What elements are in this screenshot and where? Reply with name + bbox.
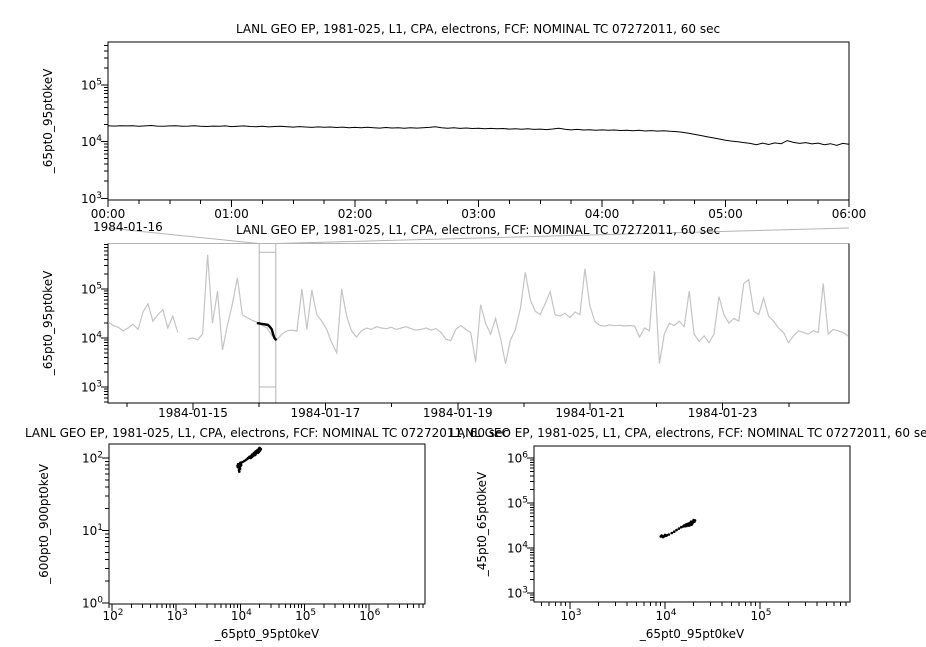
scatter-left-title: LANL GEO EP, 1981-025, L1, CPA, electron…	[25, 426, 509, 440]
zoom-connector-left	[107, 227, 260, 244]
svg-text:1984-01-23: 1984-01-23	[688, 406, 758, 420]
svg-text:103: 103	[507, 586, 528, 601]
svg-text:06:00: 06:00	[832, 207, 867, 221]
svg-text:1984-01-21: 1984-01-21	[555, 406, 625, 420]
top-panel-y-axis-label: _65pt0_95pt0keV	[41, 68, 55, 174]
svg-text:03:00: 03:00	[461, 207, 496, 221]
svg-text:104: 104	[81, 134, 102, 149]
svg-text:106: 106	[507, 451, 528, 466]
scatter-right-title: LANL GEO EP, 1981-025, L1, CPA, electron…	[450, 426, 926, 440]
top-panel-date-label: 1984-01-16	[93, 220, 163, 234]
generated-plot-graphics: 103 104 105 00:00 01:00 02:00 03:00 04:00 05:00 0…	[81, 41, 867, 623]
svg-text:102: 102	[82, 451, 103, 466]
scatter-left-x-axis-label: _65pt0_95pt0keV	[214, 627, 320, 641]
top-panel-title: LANL GEO EP, 1981-025, L1, CPA, electron…	[236, 22, 720, 36]
svg-text:103: 103	[81, 191, 102, 206]
svg-text:101: 101	[82, 523, 103, 538]
context-series-line	[108, 254, 849, 364]
scatter-right-x-axis-label: _65pt0_95pt0keV	[639, 627, 745, 641]
scatter-left-axes: 100 101 102 102 103 104 105 106	[82, 443, 426, 623]
svg-text:103: 103	[81, 380, 102, 395]
svg-text:02:00: 02:00	[338, 207, 373, 221]
svg-text:104: 104	[81, 331, 102, 346]
svg-text:1984-01-17: 1984-01-17	[291, 406, 361, 420]
svg-text:105: 105	[507, 496, 528, 511]
svg-text:105: 105	[750, 608, 771, 623]
svg-text:102: 102	[102, 608, 123, 623]
svg-text:106: 106	[359, 608, 380, 623]
svg-text:105: 105	[295, 608, 316, 623]
context-panel-axes: 103 104 105 1984-01-15 1984-01-17 1984-01-19 1…	[81, 243, 850, 420]
top-panel-axes: 103 104 105 00:00 01:00 02:00 03:00 04:00 05:00 0…	[81, 41, 867, 221]
svg-text:1984-01-19: 1984-01-19	[423, 406, 493, 420]
scatter-right-axes: 103 104 105 106 103 104 105	[507, 445, 851, 623]
scatter-right-y-axis-label: _45pt0_65pt0keV	[475, 471, 489, 577]
svg-text:04:00: 04:00	[585, 207, 620, 221]
svg-text:105: 105	[81, 77, 102, 92]
context-panel-title: LANL GEO EP, 1981-025, L1, CPA, electron…	[236, 223, 720, 237]
top-panel-plot-area[interactable]	[107, 41, 850, 201]
svg-text:00:00: 00:00	[91, 207, 126, 221]
svg-text:05:00: 05:00	[708, 207, 743, 221]
svg-text:103: 103	[167, 608, 188, 623]
svg-text:104: 104	[655, 608, 676, 623]
svg-text:01:00: 01:00	[214, 207, 249, 221]
context-panel-series	[108, 254, 849, 364]
top-series-line	[108, 124, 849, 146]
top-panel-series	[108, 124, 849, 146]
svg-text:104: 104	[231, 608, 252, 623]
scatter-left-y-axis-label: _600pt0_900pt0keV	[37, 463, 51, 585]
zoom-connector-right	[275, 227, 850, 244]
svg-text:1984-01-15: 1984-01-15	[158, 406, 228, 420]
context-highlight-segment	[256, 322, 277, 341]
scatter-right-series	[659, 518, 697, 539]
context-panel-y-axis-label: _65pt0_95pt0keV	[41, 270, 55, 376]
svg-text:104: 104	[507, 541, 528, 556]
scatter-left-plot-area[interactable]	[108, 443, 426, 605]
svg-text:100: 100	[82, 596, 103, 611]
svg-text:105: 105	[81, 282, 102, 297]
scatter-right-plot-area[interactable]	[533, 445, 851, 603]
scatter-left-series	[236, 446, 263, 473]
svg-text:103: 103	[560, 608, 581, 623]
